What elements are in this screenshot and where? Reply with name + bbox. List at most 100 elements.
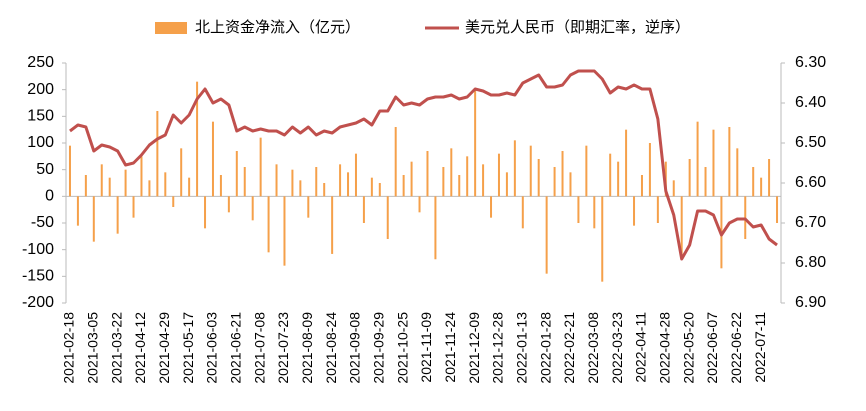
bar: [776, 196, 779, 223]
x-tick-label: 2022-03-08: [585, 312, 601, 384]
x-tick-label: 2021-02-18: [61, 312, 77, 384]
y-tick-label: 150: [27, 108, 54, 125]
bar: [354, 153, 357, 197]
line: [69, 69, 778, 261]
bar: [505, 172, 508, 197]
bar: [561, 151, 564, 197]
x-tick-label: 2022-07-11: [752, 312, 768, 383]
bar: [259, 137, 262, 197]
bar: [450, 148, 453, 197]
x-tick-label: 2022-06-07: [704, 312, 720, 384]
bar: [132, 196, 135, 218]
bar: [529, 145, 532, 197]
y2-tick-label: 6.40: [795, 94, 826, 111]
bar: [323, 183, 326, 197]
bar: [116, 196, 119, 234]
bar: [339, 164, 342, 197]
bar: [283, 196, 286, 266]
bar: [68, 145, 71, 197]
bar: [275, 164, 278, 197]
legend-swatch: [155, 22, 187, 34]
y-tick-label: -100: [22, 241, 54, 258]
y-tick-label: 0: [45, 188, 54, 205]
bar: [315, 167, 318, 197]
bar: [490, 196, 493, 218]
x-tick-label: 2021-06-21: [228, 312, 244, 384]
bar: [656, 196, 659, 223]
bar: [577, 196, 580, 223]
x-tick-label: 2022-01-28: [537, 312, 553, 384]
bar: [227, 196, 230, 213]
bar: [553, 167, 556, 197]
bar: [704, 167, 707, 197]
x-tick-label: 2021-11-09: [418, 312, 434, 383]
y2-tick-label: 6.30: [795, 54, 826, 71]
bar: [84, 175, 87, 197]
bar: [625, 129, 628, 197]
x-tick-label: 2021-11-24: [442, 312, 458, 383]
legend-label: 美元兑人民币（即期汇率，逆序）: [465, 19, 690, 36]
x-tick-label: 2021-07-08: [251, 312, 267, 384]
bar: [402, 175, 405, 197]
bar: [156, 111, 159, 197]
x-tick-label: 2022-03-23: [609, 312, 625, 384]
bar: [497, 153, 500, 197]
bar: [386, 196, 389, 239]
bar: [378, 183, 381, 197]
x-tick-label: 2022-05-20: [680, 312, 696, 384]
bar: [235, 151, 238, 197]
bar: [362, 196, 365, 223]
bar: [124, 169, 127, 197]
x-tick-label: 2021-12-28: [490, 312, 506, 384]
bar: [442, 167, 445, 197]
bar: [100, 164, 103, 197]
x-tick-label: 2021-05-17: [180, 312, 196, 384]
bar: [299, 180, 302, 197]
bar: [370, 177, 373, 197]
y2-tick-label: 6.60: [795, 174, 826, 191]
bar: [458, 175, 461, 197]
bar: [219, 175, 222, 197]
bar: [307, 196, 310, 218]
bar: [108, 177, 111, 197]
x-tick-label: 2021-03-05: [85, 312, 101, 384]
bar: [331, 196, 334, 254]
bar: [394, 127, 397, 197]
bar: [164, 172, 167, 197]
bar: [347, 172, 350, 197]
bar: [434, 196, 437, 260]
bar: [466, 156, 469, 197]
bar: [585, 145, 588, 197]
y-tick-label: -150: [22, 268, 54, 285]
bar: [601, 196, 604, 282]
bar: [426, 151, 429, 197]
bar: [243, 167, 246, 197]
bar: [76, 196, 79, 226]
bar: [617, 161, 620, 197]
bar: [752, 167, 755, 197]
y2-tick-label: 6.80: [795, 254, 826, 271]
bar: [640, 175, 643, 197]
bar: [688, 159, 691, 197]
x-tick-label: 2022-06-22: [728, 312, 744, 384]
bar: [768, 159, 771, 197]
bar: [180, 148, 183, 197]
bar: [267, 196, 270, 253]
bar: [482, 164, 485, 197]
y-tick-label: -200: [22, 294, 54, 311]
bar: [92, 196, 95, 242]
bar: [712, 129, 715, 197]
bar: [521, 196, 524, 229]
bar: [648, 143, 651, 197]
bar: [672, 180, 675, 197]
y2-tick-label: 6.50: [795, 134, 826, 151]
x-tick-label: 2022-04-11: [633, 312, 649, 383]
x-tick-label: 2021-06-03: [204, 312, 220, 384]
y-tick-label: 200: [27, 81, 54, 98]
bar: [545, 196, 548, 274]
x-tick-label: 2021-08-24: [323, 312, 339, 384]
x-tick-label: 2022-01-13: [514, 312, 530, 384]
y-tick-label: 100: [27, 134, 54, 151]
y2-tick-label: 6.90: [795, 294, 826, 311]
bar: [696, 121, 699, 197]
